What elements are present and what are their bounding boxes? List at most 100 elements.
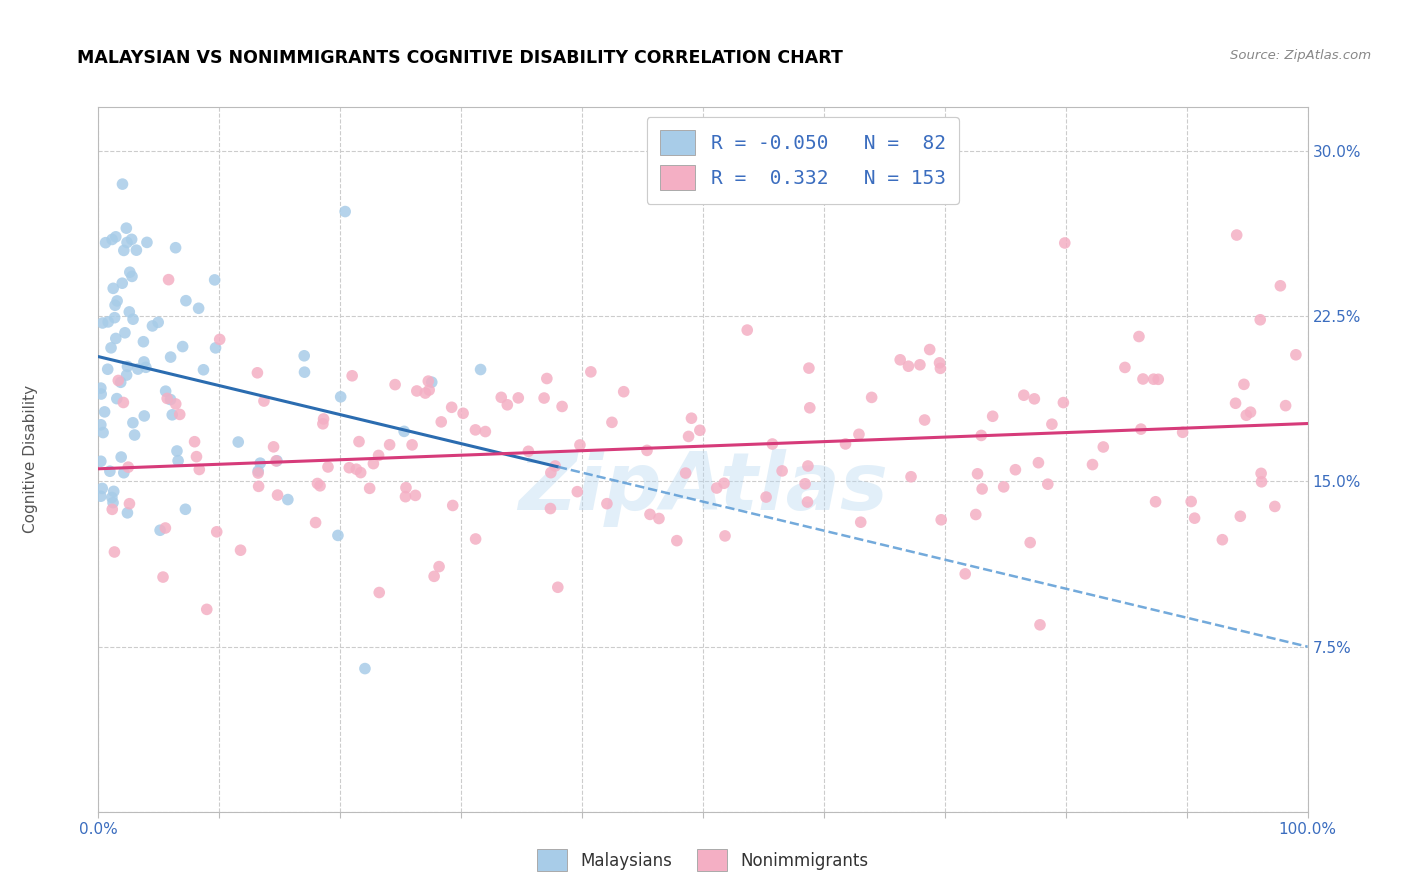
- Point: [166, 444, 188, 458]
- Point: [1233, 377, 1256, 392]
- Point: [714, 529, 737, 543]
- Point: [121, 269, 143, 284]
- Text: Source: ZipAtlas.com: Source: ZipAtlas.com: [1230, 49, 1371, 62]
- Point: [122, 416, 145, 430]
- Point: [124, 428, 146, 442]
- Point: [103, 281, 125, 295]
- Point: [195, 602, 218, 616]
- Point: [834, 437, 856, 451]
- Point: [246, 366, 269, 380]
- Legend: R = -0.050   N =  82, R =  0.332   N = 153: R = -0.050 N = 82, R = 0.332 N = 153: [647, 117, 959, 203]
- Point: [897, 359, 920, 374]
- Point: [384, 377, 406, 392]
- Point: [613, 384, 636, 399]
- Point: [115, 235, 138, 250]
- Point: [165, 397, 187, 411]
- Point: [117, 506, 139, 520]
- Point: [253, 394, 276, 409]
- Point: [392, 425, 415, 439]
- Point: [110, 376, 132, 390]
- Point: [1092, 440, 1115, 454]
- Point: [1142, 372, 1164, 386]
- Point: [1234, 408, 1257, 422]
- Point: [508, 391, 530, 405]
- Point: [675, 466, 697, 480]
- Point: [735, 323, 758, 337]
- Point: [136, 235, 159, 250]
- Point: [187, 301, 209, 316]
- Point: [344, 462, 367, 476]
- Point: [799, 401, 821, 415]
- Point: [107, 374, 129, 388]
- Point: [547, 580, 569, 594]
- Point: [538, 501, 561, 516]
- Point: [111, 277, 134, 291]
- Point: [141, 318, 163, 333]
- Text: MALAYSIAN VS NONIMMIGRANTS COGNITIVE DISABILITY CORRELATION CHART: MALAYSIAN VS NONIMMIGRANTS COGNITIVE DIS…: [77, 49, 844, 67]
- Point: [264, 454, 287, 468]
- Point: [135, 360, 157, 375]
- Point: [100, 341, 122, 355]
- Point: [294, 365, 316, 379]
- Point: [1040, 417, 1063, 432]
- Text: ZipAtlas: ZipAtlas: [517, 449, 889, 526]
- Point: [464, 532, 486, 546]
- Point: [363, 457, 385, 471]
- Point: [112, 244, 135, 258]
- Point: [174, 502, 197, 516]
- Point: [1012, 388, 1035, 402]
- Point: [418, 383, 440, 397]
- Point: [340, 368, 363, 383]
- Point: [918, 343, 941, 357]
- Point: [848, 427, 870, 442]
- Point: [103, 545, 125, 559]
- Point: [148, 315, 170, 329]
- Point: [172, 340, 194, 354]
- Point: [404, 488, 426, 502]
- Point: [188, 462, 211, 476]
- Point: [110, 450, 132, 464]
- Point: [1144, 495, 1167, 509]
- Point: [413, 386, 436, 401]
- Point: [93, 405, 115, 419]
- Point: [169, 408, 191, 422]
- Point: [568, 438, 591, 452]
- Point: [316, 460, 339, 475]
- Point: [551, 400, 574, 414]
- Point: [249, 456, 271, 470]
- Point: [1211, 533, 1233, 547]
- Point: [395, 481, 418, 495]
- Point: [186, 450, 208, 464]
- Point: [1147, 372, 1170, 386]
- Point: [152, 570, 174, 584]
- Point: [1270, 278, 1292, 293]
- Point: [470, 362, 492, 376]
- Point: [304, 516, 326, 530]
- Point: [1180, 494, 1202, 508]
- Point: [430, 415, 453, 429]
- Point: [159, 392, 181, 407]
- Point: [160, 408, 183, 422]
- Point: [1239, 405, 1261, 419]
- Point: [122, 312, 145, 326]
- Point: [797, 458, 820, 473]
- Point: [117, 460, 139, 475]
- Point: [104, 331, 127, 345]
- Point: [1171, 425, 1194, 440]
- Point: [1029, 617, 1052, 632]
- Point: [540, 466, 562, 480]
- Point: [770, 464, 793, 478]
- Point: [118, 305, 141, 319]
- Point: [193, 363, 215, 377]
- Point: [638, 508, 661, 522]
- Point: [427, 559, 450, 574]
- Point: [860, 391, 883, 405]
- Point: [405, 384, 427, 398]
- Point: [105, 392, 128, 406]
- Point: [307, 476, 329, 491]
- Point: [966, 467, 988, 481]
- Point: [101, 502, 124, 516]
- Point: [567, 484, 589, 499]
- Point: [1081, 458, 1104, 472]
- Point: [544, 458, 567, 473]
